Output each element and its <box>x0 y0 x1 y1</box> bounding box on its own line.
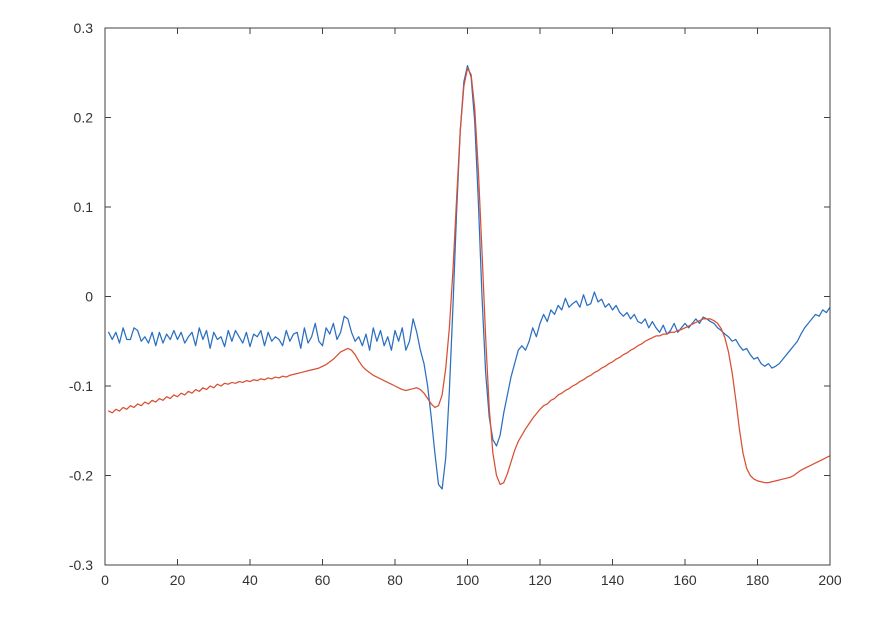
y-tick-label: 0.1 <box>74 199 94 215</box>
x-tick-label: 0 <box>101 572 109 588</box>
x-tick-label: 140 <box>601 572 625 588</box>
x-tick-label: 180 <box>746 572 770 588</box>
y-tick-label: 0.3 <box>74 20 94 36</box>
x-tick-label: 100 <box>456 572 480 588</box>
x-tick-label: 60 <box>315 572 331 588</box>
x-tick-label: 80 <box>387 572 403 588</box>
y-tick-label: -0.3 <box>69 557 93 573</box>
y-tick-label: 0.2 <box>74 110 94 126</box>
x-tick-label: 20 <box>170 572 186 588</box>
x-tick-label: 40 <box>242 572 258 588</box>
y-tick-label: -0.2 <box>69 468 93 484</box>
line-chart: 0 20 40 60 80 100 120 140 160 180 200 -0.3 -0.2 -0.1 0… <box>0 0 873 618</box>
x-tick-label: 200 <box>818 572 842 588</box>
y-tick-label: 0 <box>85 289 93 305</box>
y-tick-label: -0.1 <box>69 378 93 394</box>
x-tick-label: 120 <box>528 572 552 588</box>
x-tick-label: 160 <box>673 572 697 588</box>
chart-stage: 0 20 40 60 80 100 120 140 160 180 200 -0.3 -0.2 -0.1 0… <box>0 0 873 618</box>
